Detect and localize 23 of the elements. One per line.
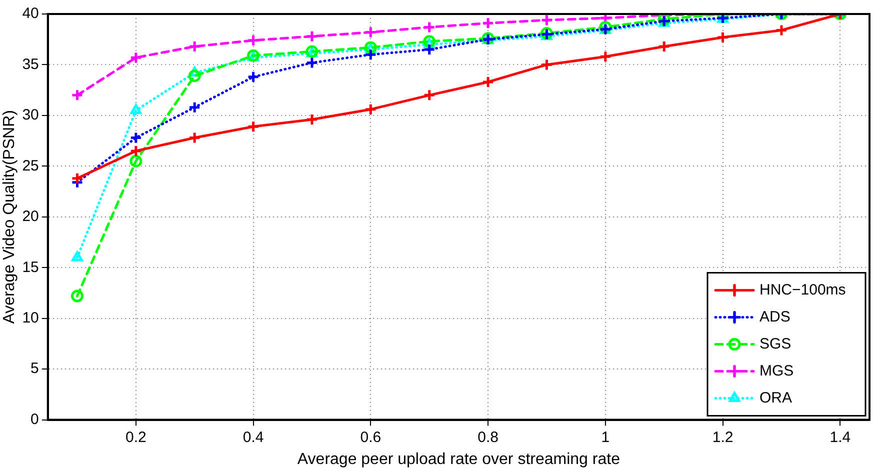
legend-label: ADS [760, 308, 790, 326]
y-tick-label: 30 [22, 106, 39, 124]
y-tick-label: 25 [22, 157, 39, 174]
x-tick-label: 1 [601, 428, 610, 446]
x-tick-label: 0.8 [478, 428, 498, 446]
y-tick-label: 0 [30, 410, 39, 428]
x-tick-label: 0.2 [125, 428, 146, 446]
legend-label: MGS [760, 362, 794, 380]
legend-label: HNC−100ms [760, 281, 846, 298]
x-axis-title: Average peer upload rate over streaming rate [297, 450, 620, 468]
x-tick-label: 1.4 [830, 428, 851, 446]
y-tick-label: 15 [22, 258, 39, 276]
y-tick-label: 5 [30, 360, 39, 378]
y-tick-label: 40 [22, 5, 39, 22]
legend-label: ORA [760, 389, 792, 406]
x-tick-label: 0.6 [360, 428, 382, 446]
y-tick-label: 20 [22, 208, 39, 226]
y-tick-label: 10 [22, 309, 39, 326]
y-tick-label: 35 [22, 56, 39, 73]
y-axis-title: Average Video Quality(PSNR) [1, 110, 18, 324]
legend-label: SGS [760, 335, 792, 352]
x-tick-label: 1.2 [712, 428, 734, 446]
x-tick-label: 0.4 [242, 428, 264, 446]
